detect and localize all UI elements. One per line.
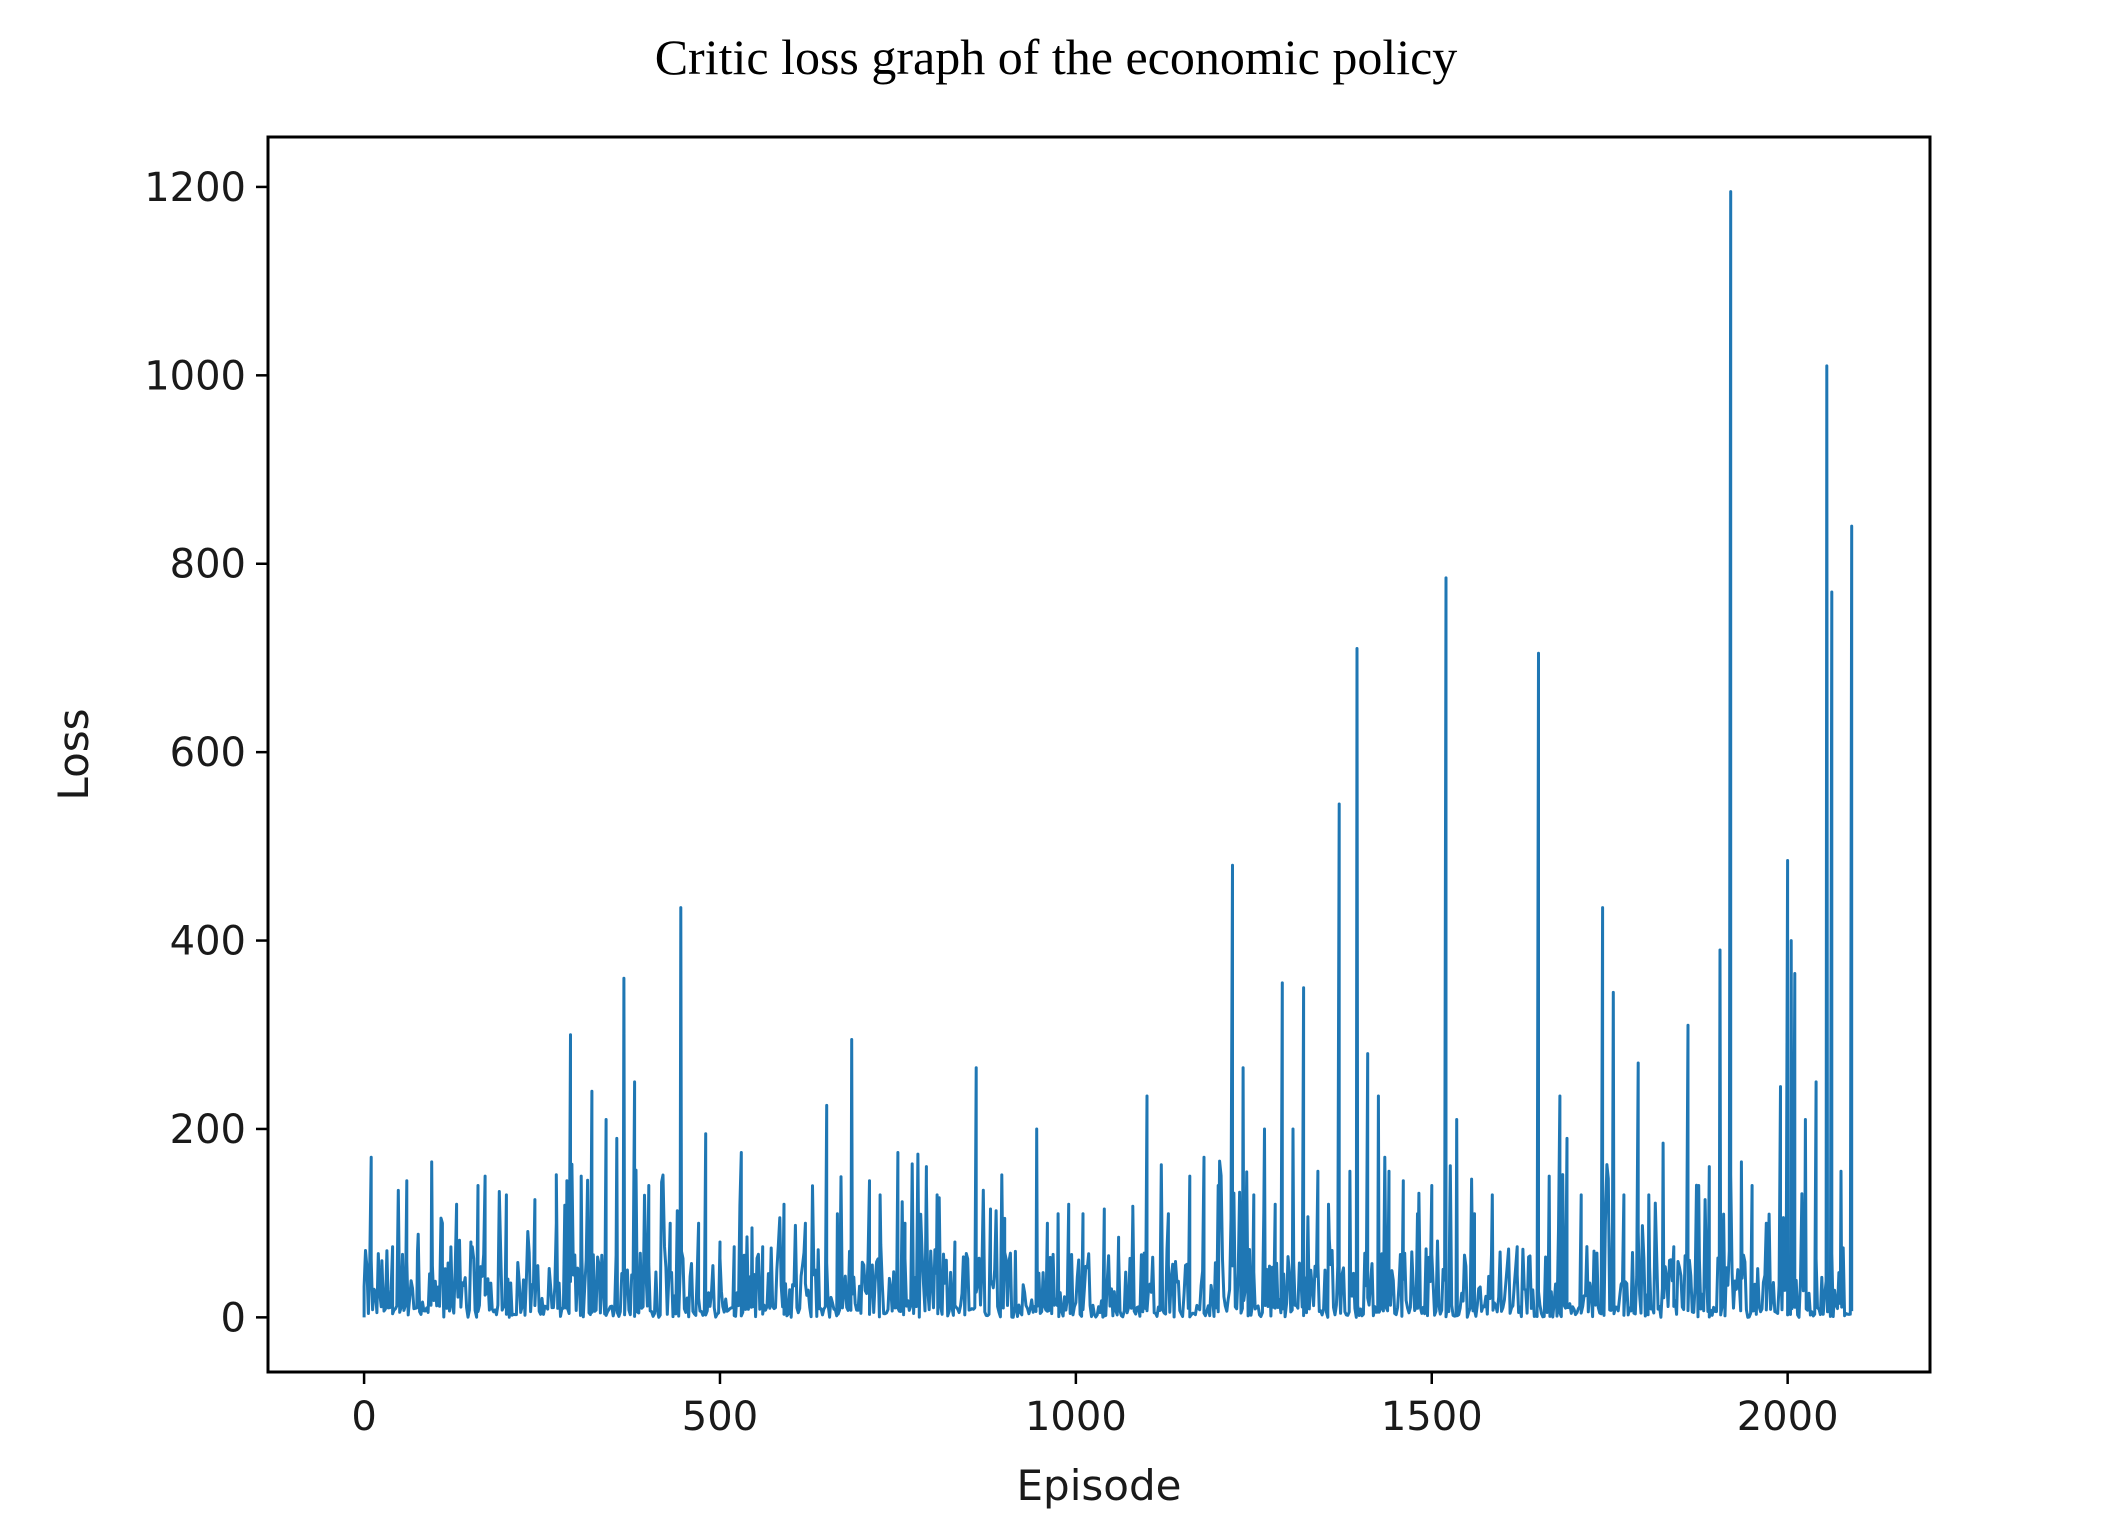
x-tick-label: 1000 xyxy=(1025,1394,1127,1440)
x-tick-label: 1500 xyxy=(1381,1394,1483,1440)
x-tick-label: 0 xyxy=(351,1394,376,1440)
series-layer xyxy=(362,190,1854,1319)
y-tick-label: 600 xyxy=(170,730,246,776)
x-tick-label: 500 xyxy=(682,1394,758,1440)
y-tick-label: 200 xyxy=(170,1107,246,1153)
series-line xyxy=(362,190,1854,1319)
y-tick-label: 0 xyxy=(221,1295,246,1341)
plot-frame xyxy=(266,135,1932,1374)
axis-ticks: 0 500 1000 1500 2000 0 200 400 600 800 1000 1200 xyxy=(144,165,1838,1440)
y-tick-label: 1200 xyxy=(144,165,246,211)
x-axis-label: Episode xyxy=(1017,1461,1182,1510)
y-tick-label: 1000 xyxy=(144,353,246,399)
y-tick-label: 800 xyxy=(170,542,246,588)
x-tick-label: 2000 xyxy=(1737,1394,1839,1440)
y-tick-label: 400 xyxy=(170,919,246,965)
y-axis-label: Loss xyxy=(49,708,98,800)
chart-title: Critic loss graph of the economic policy xyxy=(654,29,1458,85)
